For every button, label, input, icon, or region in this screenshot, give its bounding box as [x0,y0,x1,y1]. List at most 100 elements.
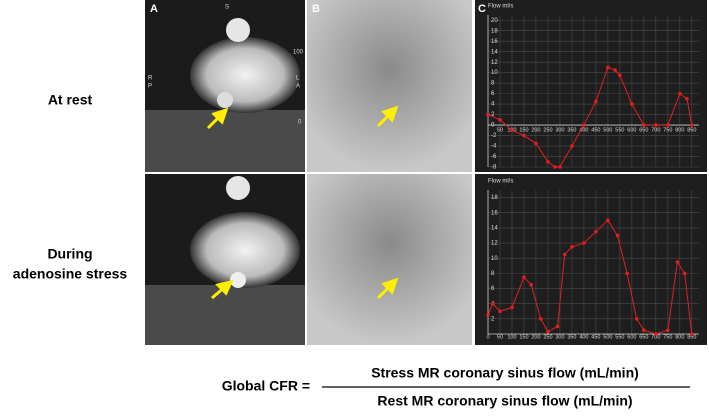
y-tick-label: 0 [491,123,495,129]
data-point [606,65,610,70]
data-point [654,123,658,127]
x-tick-label: 600 [627,128,636,134]
data-point [562,252,567,257]
mri-magnitude [145,0,305,345]
data-point [486,313,490,317]
formula-denominator: Rest MR coronary sinus flow (mL/min) [377,393,632,409]
data-point [490,301,495,306]
data-point [498,309,502,314]
data-point [690,123,694,127]
x-tick-label: 750 [663,128,672,134]
data-point [642,123,646,127]
data-point [522,133,526,138]
y-tick-label: 14 [491,49,498,55]
orientation-label: A [296,84,300,90]
data-point [522,275,526,279]
x-tick-label: 700 [651,334,660,340]
image-annotations: S 100 0 R P L A [148,5,304,126]
x-tick-label: 350 [567,128,576,134]
data-point [582,123,586,127]
scale-label: 100 [293,50,304,56]
data-point [546,329,550,334]
x-tick-label: 150 [519,334,528,340]
x-tick-label: 450 [591,334,600,340]
data-point [510,305,514,310]
y-axis-label: Flow ml/s [488,4,513,10]
y-tick-label: 10 [491,256,498,262]
y-tick-label: 6 [491,286,495,292]
data-point [675,260,680,264]
data-point [654,332,658,336]
data-point [534,141,538,146]
data-point [570,144,574,148]
x-tick-label: 550 [615,334,624,340]
y-tick-label: 4 [491,102,495,108]
formula-numerator: Stress MR coronary sinus flow (mL/min) [371,365,639,381]
panel-label: A [150,3,158,15]
data-point [555,324,560,329]
y-tick-label: 6 [491,91,495,97]
x-tick-label: 450 [591,128,600,134]
y-tick-label: 2 [491,112,495,118]
data-point [613,68,617,72]
row-label: At rest [48,92,93,108]
y-tick-label: 8 [491,271,495,277]
x-tick-label: 850 [687,128,696,134]
data-point [615,233,620,238]
data-point [553,165,557,169]
y-tick-label: 8 [491,81,495,87]
x-tick-label: 300 [555,128,564,134]
y-tick-label: -6 [491,154,497,160]
data-point [510,128,514,133]
data-point [558,165,562,169]
data-point [538,317,543,321]
data-point [529,282,533,287]
data-point [594,99,598,104]
y-tick-label: 18 [491,28,498,34]
data-point [625,271,629,276]
y-tick-label: 18 [491,195,498,201]
x-tick-label: 850 [687,334,696,340]
y-tick-label: 2 [491,316,495,322]
x-tick-label: 250 [543,128,552,134]
row-label: adenosine stress [13,266,128,282]
orientation-label: R [148,76,153,82]
x-tick-label: 300 [555,334,564,340]
data-point [498,118,502,122]
y-tick-label: 16 [491,39,498,45]
data-point [546,159,550,164]
x-tick-label: 100 [507,334,516,340]
y-tick-label: -8 [491,165,497,171]
y-tick-label: 12 [491,241,498,247]
y-axis-label: Flow ml/s [488,179,513,185]
mri-phase [307,0,472,345]
x-tick-label: 500 [603,334,612,340]
data-point [634,317,639,321]
x-tick-label: 700 [651,128,660,134]
y-tick-label: 10 [491,70,498,76]
y-tick-label: -2 [491,133,497,139]
x-tick-label: 150 [519,128,528,134]
data-point [682,271,687,276]
orientation-label: P [148,84,152,90]
chart-bg [475,0,707,172]
y-tick-label: -4 [491,144,497,150]
data-point [570,245,574,249]
x-tick-label: 500 [603,128,612,134]
x-tick-label: 650 [639,334,648,340]
data-point [690,332,694,336]
data-point [678,91,682,96]
chart-bg [475,174,707,345]
x-tick-label: 400 [579,128,588,134]
orientation-label: S [225,5,229,11]
panel-label: B [312,3,320,15]
x-tick-label: 50 [497,334,503,340]
x-tick-label: 600 [627,334,636,340]
y-tick-label: 14 [491,225,498,231]
x-tick-label: 50 [497,128,503,134]
panel-label: C [478,3,486,15]
orientation-label: L [296,76,300,82]
data-point [486,112,490,117]
